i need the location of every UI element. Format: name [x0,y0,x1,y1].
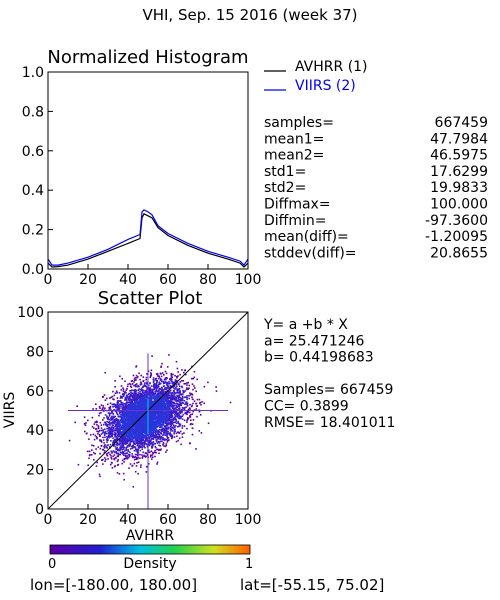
colorbar-gradient [49,544,251,555]
histogram-stats: samples= 667459 mean1= 47.7984 mean2= 46.5975… [264,115,488,261]
scatter-ytick-label: 40 [26,423,44,439]
histogram-ytick-label: 0.6 [22,144,44,160]
histogram-xtick-label: 60 [159,272,177,288]
stat-label: mean1= [264,131,324,147]
histogram-ytick-label: 1.0 [22,65,44,81]
stat-value: -97.3600 [425,213,488,229]
page-title: VHI, Sep. 15 2016 (week 37) [142,6,357,24]
stat-value: 46.5975 [430,148,488,164]
histogram-ytick-label: 0.0 [22,262,44,278]
histogram-legend: AVHRR (1) VIIRS (2) [264,59,368,94]
colorbar-min-label: 0 [48,557,56,572]
histogram-series-viirs [47,209,249,267]
scatter-ytick-label: 60 [26,384,44,400]
stat-label: mean(diff)= [264,229,349,245]
scatter-xtick-label: 40 [119,512,137,528]
histogram-ytick-label: 0.4 [22,183,44,199]
histogram-plot-area: 0 20 40 60 80 100 0.0 0.2 0.4 0.6 0.8 1.0 [22,65,262,288]
scatter-fit-line: Samples= 667459 [264,382,393,398]
histogram-title: Normalized Histogram [47,47,248,68]
histogram-series-avhrr [47,212,249,268]
footer-lat: lat=[-55.15, 75.02] [240,576,384,594]
colorbar: 0 Density 1 [48,544,253,572]
stat-label: Diffmax= [264,197,331,213]
scatter-fit-line: Y= a +b * X [263,317,348,333]
scatter-title: Scatter Plot [98,288,203,309]
stat-label: std2= [264,180,306,196]
stat-value: 17.6299 [430,164,488,180]
colorbar-label: Density [123,556,176,572]
stat-value: -1.20095 [425,229,488,245]
stat-value: 667459 [435,115,488,131]
histogram-xtick-label: 40 [119,272,137,288]
scatter-frame [47,311,249,510]
scatter-xtick-label: 20 [79,512,97,528]
scatter-fit-line: a= 25.471246 [264,333,365,349]
scatter-density-cloud [68,354,232,488]
stat-value: 100.000 [430,197,488,213]
scatter-ytick-label: 80 [26,344,44,360]
colorbar-max-label: 1 [245,557,253,572]
scatter-ytick-label: 20 [26,463,44,479]
scatter-ylabel: VIIRS [2,392,18,429]
scatter-ytick-label: 0 [35,502,44,518]
stat-value: 47.7984 [430,131,488,147]
scatter-xtick-label: 60 [159,512,177,528]
histogram-ytick-label: 0.8 [22,104,44,120]
stat-label: std1= [264,164,306,180]
stat-value: 19.9833 [430,180,488,196]
histogram-panel: Normalized Histogram 0 20 40 60 80 1000.00.20… [22,47,488,288]
stat-value: 20.8655 [430,245,488,261]
stat-label: stddev(diff)= [264,245,357,261]
scatter-fit-line: b= 0.44198683 [264,350,374,366]
stat-label: mean2= [264,148,324,164]
scatter-fit-line: RMSE= 18.401011 [264,415,395,431]
stat-label: Diffmin= [264,213,326,229]
scatter-panel: Scatter Plot 0 20 40 60 80 100 0 20 40 60 80 100 AV… [2,288,395,544]
scatter-xtick-label: 100 [235,512,262,528]
legend-label-viirs: VIIRS (2) [295,78,356,94]
stat-label: samples= [264,115,334,131]
scatter-plot-area: 0 20 40 60 80 100 0 20 40 60 80 100 [17,305,261,528]
scatter-xtick-label: 80 [199,512,217,528]
legend-label-avhrr: AVHRR (1) [295,59,368,75]
histogram-frame [47,71,249,270]
scatter-xtick-label: 0 [44,512,53,528]
histogram-xtick-label: 20 [79,272,97,288]
footer-lon: lon=[-180.00, 180.00] [30,576,197,594]
scatter-xlabel: AVHRR [126,528,175,544]
scatter-ytick-label: 100 [17,305,44,321]
scatter-fit-line: CC= 0.3899 [264,399,349,415]
histogram-xtick-label: 100 [235,272,262,288]
histogram-ytick-label: 0.2 [22,223,44,239]
histogram-xtick-label: 0 [44,272,53,288]
histogram-xtick-label: 80 [199,272,217,288]
